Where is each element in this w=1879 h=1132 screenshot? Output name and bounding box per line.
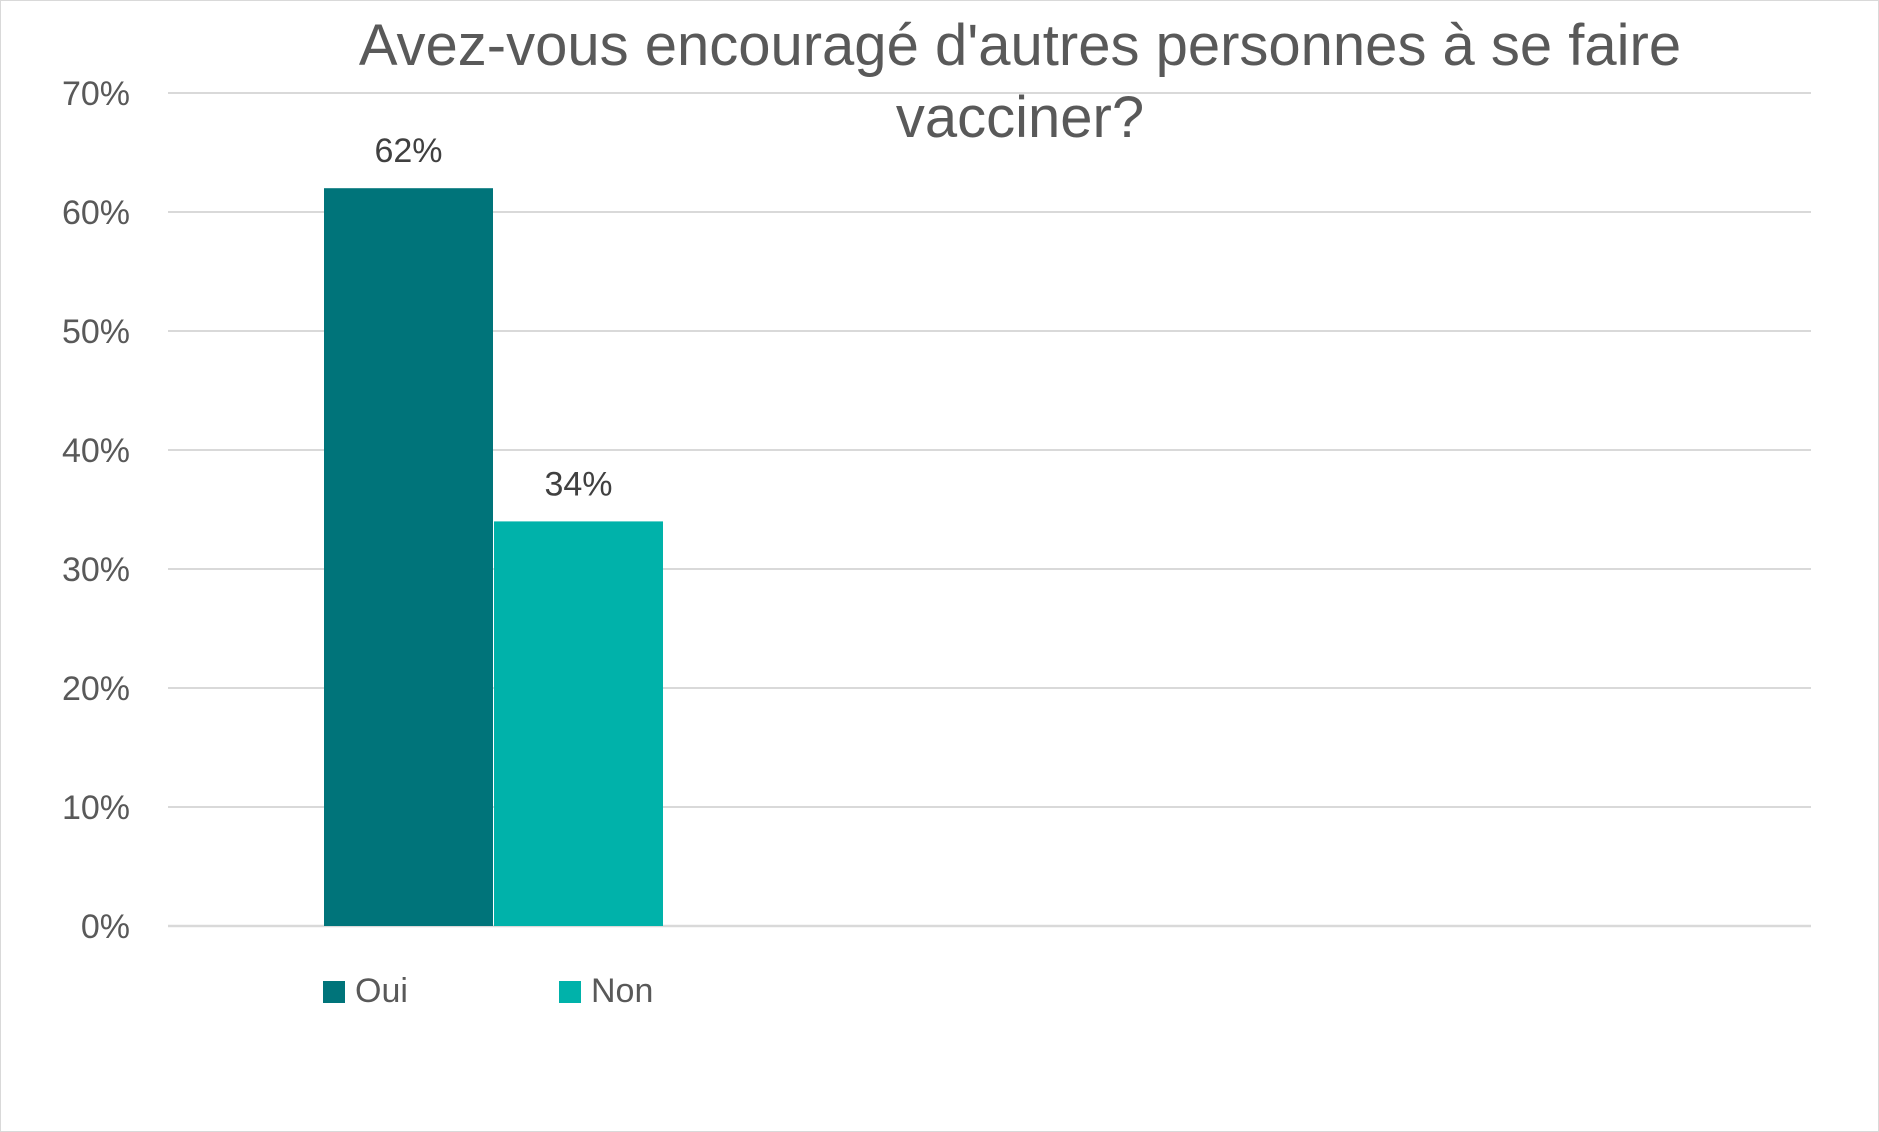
legend-item-non: Non: [559, 972, 795, 1011]
legend: Oui Non: [323, 972, 795, 1011]
legend-swatch-non: [559, 980, 581, 1003]
y-tick-label: 40%: [62, 432, 130, 470]
bars: [324, 188, 663, 926]
legend-item-oui: Oui: [323, 972, 559, 1011]
y-axis-ticks: 0% 10% 20% 30% 40% 50% 60% 70%: [62, 75, 130, 946]
y-tick-label: 30%: [62, 551, 130, 589]
data-label-oui: 62%: [374, 132, 442, 170]
data-label-non: 34%: [544, 465, 612, 503]
legend-swatch-oui: [323, 980, 345, 1003]
y-tick-label: 50%: [62, 313, 130, 351]
y-tick-label: 70%: [62, 75, 130, 113]
y-tick-label: 60%: [62, 194, 130, 232]
chart-title: Avez-vous encouragé d'autres personnes à…: [358, 13, 1682, 150]
bar-oui: [324, 188, 493, 926]
legend-label-oui: Oui: [355, 972, 408, 1010]
y-tick-label: 10%: [62, 789, 130, 827]
y-tick-label: 0%: [81, 908, 130, 946]
data-labels: 62% 34%: [374, 132, 612, 503]
y-tick-label: 20%: [62, 670, 130, 708]
legend-label-non: Non: [591, 972, 654, 1010]
bar-non: [494, 521, 663, 926]
